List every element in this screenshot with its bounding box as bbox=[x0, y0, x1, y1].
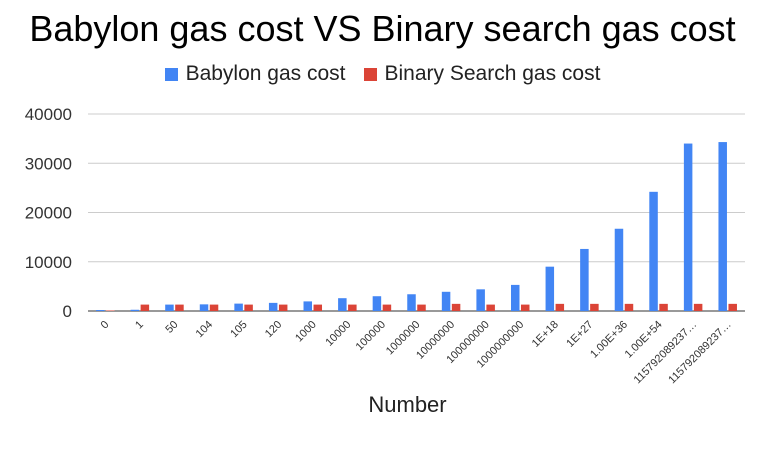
bar-babylon[interactable] bbox=[199, 304, 209, 311]
x-tick-label: 0 bbox=[99, 319, 112, 332]
x-axis: 0 1 50 104 105 120 1000 10000 100000100000010000… bbox=[99, 319, 734, 387]
chart-legend: Babylon gas cost Binary Search gas cost bbox=[0, 62, 765, 86]
bar-babylon[interactable] bbox=[96, 310, 105, 311]
bar-babylon[interactable] bbox=[510, 284, 520, 311]
legend-label-binary-search: Binary Search gas cost bbox=[384, 62, 601, 85]
bar-babylon[interactable] bbox=[683, 143, 693, 311]
x-tick-label: 100000 bbox=[354, 319, 388, 353]
bar-binary-search[interactable] bbox=[417, 304, 426, 311]
bar-babylon[interactable] bbox=[303, 301, 313, 311]
bar-binary-search[interactable] bbox=[244, 304, 253, 311]
x-tick-label: 1 bbox=[133, 319, 146, 332]
bar-binary-search[interactable] bbox=[140, 304, 150, 311]
bar-binary-search[interactable] bbox=[520, 304, 530, 311]
bar-binary-search[interactable] bbox=[624, 303, 634, 311]
y-tick-label: 40000 bbox=[25, 105, 72, 124]
legend-item-babylon[interactable]: Babylon gas cost bbox=[164, 62, 346, 86]
bar-binary-search[interactable] bbox=[659, 303, 668, 311]
bar-binary-search[interactable] bbox=[451, 303, 461, 311]
x-axis-title: Number bbox=[368, 392, 447, 417]
legend-swatch-babylon bbox=[164, 67, 178, 81]
x-tick-label: 120 bbox=[263, 319, 284, 340]
x-tick-label: 1E+27 bbox=[564, 319, 595, 350]
y-axis: 0 10000 20000 30000 40000 bbox=[25, 105, 72, 321]
y-tick-label: 30000 bbox=[25, 154, 72, 173]
bar-babylon[interactable] bbox=[580, 248, 589, 311]
bar-babylon[interactable] bbox=[649, 191, 658, 311]
bar-babylon[interactable] bbox=[234, 303, 243, 311]
bar-binary-search[interactable] bbox=[209, 304, 219, 311]
y-tick-label: 10000 bbox=[25, 253, 72, 272]
bar-babylon[interactable] bbox=[338, 298, 347, 311]
bar-babylon[interactable] bbox=[372, 296, 382, 311]
bar-babylon[interactable] bbox=[165, 304, 174, 311]
bar-binary-search[interactable] bbox=[486, 304, 495, 311]
bar-babylon[interactable] bbox=[441, 291, 451, 311]
legend-label-babylon: Babylon gas cost bbox=[185, 62, 346, 85]
bar-binary-search[interactable] bbox=[175, 304, 184, 311]
bar-babylon[interactable] bbox=[268, 302, 278, 311]
bar-babylon[interactable] bbox=[718, 142, 727, 311]
chart-title: Babylon gas cost VS Binary search gas co… bbox=[29, 8, 736, 49]
x-tick-label: 1000 bbox=[293, 319, 319, 345]
x-tick-label: 115792089237… bbox=[666, 319, 734, 387]
bar-babylon[interactable] bbox=[614, 228, 624, 311]
bar-binary-search[interactable] bbox=[382, 304, 392, 311]
x-tick-label: 115792089237… bbox=[632, 319, 700, 387]
bar-binary-search[interactable] bbox=[348, 304, 357, 311]
bars bbox=[96, 142, 737, 311]
bar-babylon[interactable] bbox=[476, 289, 485, 311]
y-tick-label: 20000 bbox=[25, 204, 72, 223]
bar-babylon[interactable] bbox=[130, 309, 140, 311]
bar-binary-search[interactable] bbox=[728, 303, 737, 311]
bar-binary-search[interactable] bbox=[693, 303, 703, 311]
bar-babylon[interactable] bbox=[545, 266, 555, 311]
bar-binary-search[interactable] bbox=[278, 304, 288, 311]
y-tick-label: 0 bbox=[63, 302, 72, 321]
gridlines bbox=[88, 113, 745, 312]
x-tick-label: 105 bbox=[228, 319, 249, 340]
bar-binary-search[interactable] bbox=[590, 303, 599, 311]
bar-binary-search[interactable] bbox=[313, 304, 323, 311]
x-tick-label: 1E+18 bbox=[530, 319, 561, 350]
bar-binary-search[interactable] bbox=[555, 303, 565, 311]
x-tick-label: 104 bbox=[194, 319, 215, 340]
x-tick-label: 50 bbox=[163, 319, 180, 336]
legend-item-binary-search[interactable]: Binary Search gas cost bbox=[363, 62, 601, 86]
legend-swatch-binary-search bbox=[363, 67, 377, 81]
x-tick-label: 10000 bbox=[323, 319, 353, 349]
bar-babylon[interactable] bbox=[407, 294, 416, 311]
